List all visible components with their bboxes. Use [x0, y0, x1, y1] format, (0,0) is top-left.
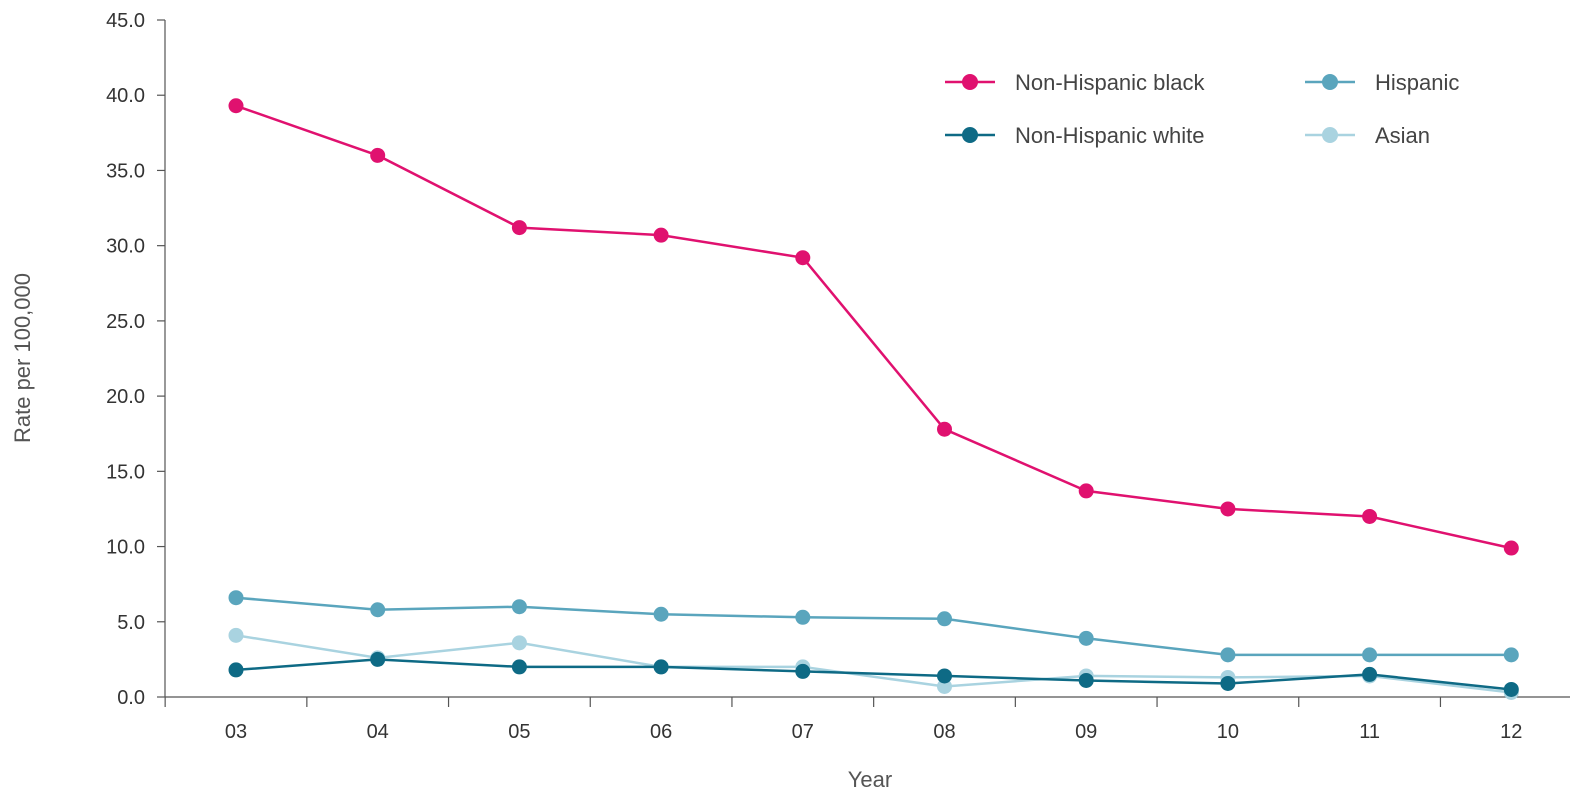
x-axis-title: Year [848, 767, 892, 792]
data-point [228, 98, 244, 114]
y-axis: 0.0 5.0 10.0 15.0 20.0 25.0 30.0 35.0 40.0 45.0 [106, 10, 166, 709]
y-tick-label: 5.0 [117, 612, 145, 634]
y-tick-label: 0.0 [117, 687, 145, 709]
y-tick-label: 15.0 [106, 461, 145, 483]
legend-label: Asian [1375, 123, 1430, 148]
data-point [795, 609, 811, 625]
series-line [235, 104, 1512, 550]
legend-marker [1322, 127, 1338, 143]
data-point [653, 606, 669, 622]
data-point [937, 421, 952, 437]
data-point [511, 659, 527, 675]
legend-marker [962, 127, 978, 143]
data-point [1220, 501, 1236, 517]
series-line [235, 596, 1512, 657]
series-hispanic [228, 590, 1519, 663]
y-tick-label: 10.0 [106, 537, 145, 559]
data-point [1220, 647, 1236, 663]
data-point [1078, 672, 1094, 688]
x-tick-group: 03 04 05 06 07 08 09 10 11 12 [164, 697, 1522, 743]
data-point [1362, 666, 1378, 682]
x-tick-label: 09 [1075, 721, 1097, 743]
legend-label: Non-Hispanic black [1015, 70, 1206, 95]
y-axis-title: Rate per 100,000 [10, 273, 35, 443]
y-tick-label: 45.0 [106, 10, 145, 32]
data-point [511, 220, 527, 236]
data-point [1503, 647, 1519, 663]
data-point [1503, 681, 1519, 697]
data-point [1078, 483, 1094, 499]
x-tick-label: 10 [1217, 721, 1239, 743]
series-line [235, 658, 1512, 691]
data-point [1362, 508, 1378, 524]
y-tick-label: 35.0 [106, 160, 145, 182]
x-tick-label: 03 [225, 721, 247, 743]
series-line [235, 634, 1512, 694]
data-point [1220, 675, 1236, 691]
data-point [653, 659, 669, 675]
data-point [937, 611, 952, 627]
x-tick-label: 07 [792, 721, 814, 743]
legend-item: Non-Hispanic white [945, 123, 1205, 148]
data-point [1503, 540, 1519, 556]
y-tick-label: 30.0 [106, 236, 145, 258]
data-point [511, 635, 527, 651]
data-point [511, 599, 527, 615]
x-axis: 03 04 05 06 07 08 09 10 11 12 [164, 696, 1570, 743]
legend-marker [962, 74, 978, 90]
data-point [1362, 647, 1378, 663]
data-point [228, 590, 244, 606]
data-point [228, 627, 244, 643]
y-tick-label: 40.0 [106, 85, 145, 107]
series-non-hispanic-black [228, 98, 1519, 556]
data-point [795, 250, 811, 266]
data-point [937, 668, 952, 684]
y-tick-label: 25.0 [106, 311, 145, 333]
x-tick-label: 08 [933, 721, 955, 743]
legend-item: Non-Hispanic black [945, 70, 1206, 95]
legend-item: Asian [1305, 123, 1430, 148]
x-tick-label: 05 [508, 721, 530, 743]
x-tick-label: 11 [1359, 721, 1380, 743]
x-tick-label: 04 [367, 721, 389, 743]
data-point [370, 602, 386, 618]
legend-label: Hispanic [1375, 70, 1459, 95]
data-point [795, 663, 811, 679]
y-tick-label: 20.0 [106, 386, 145, 408]
series-non-hispanic-white [228, 651, 1519, 697]
data-point [937, 678, 952, 694]
data-point [653, 227, 669, 243]
data-point [1078, 630, 1094, 646]
legend-item: Hispanic [1305, 70, 1459, 95]
legend-marker [1322, 74, 1338, 90]
series-asian [228, 627, 1519, 700]
y-tick-group: 0.0 5.0 10.0 15.0 20.0 25.0 30.0 35.0 40.0 45.0 [106, 10, 165, 709]
data-point [228, 662, 244, 678]
x-tick-label: 12 [1500, 721, 1522, 743]
legend-label: Non-Hispanic white [1015, 123, 1205, 148]
data-point [370, 651, 386, 667]
data-point [370, 147, 386, 163]
x-tick-label: 06 [650, 721, 672, 743]
legend: Non-Hispanic black Non-Hispanic white Hisp… [945, 70, 1459, 148]
series-layer [228, 98, 1519, 700]
